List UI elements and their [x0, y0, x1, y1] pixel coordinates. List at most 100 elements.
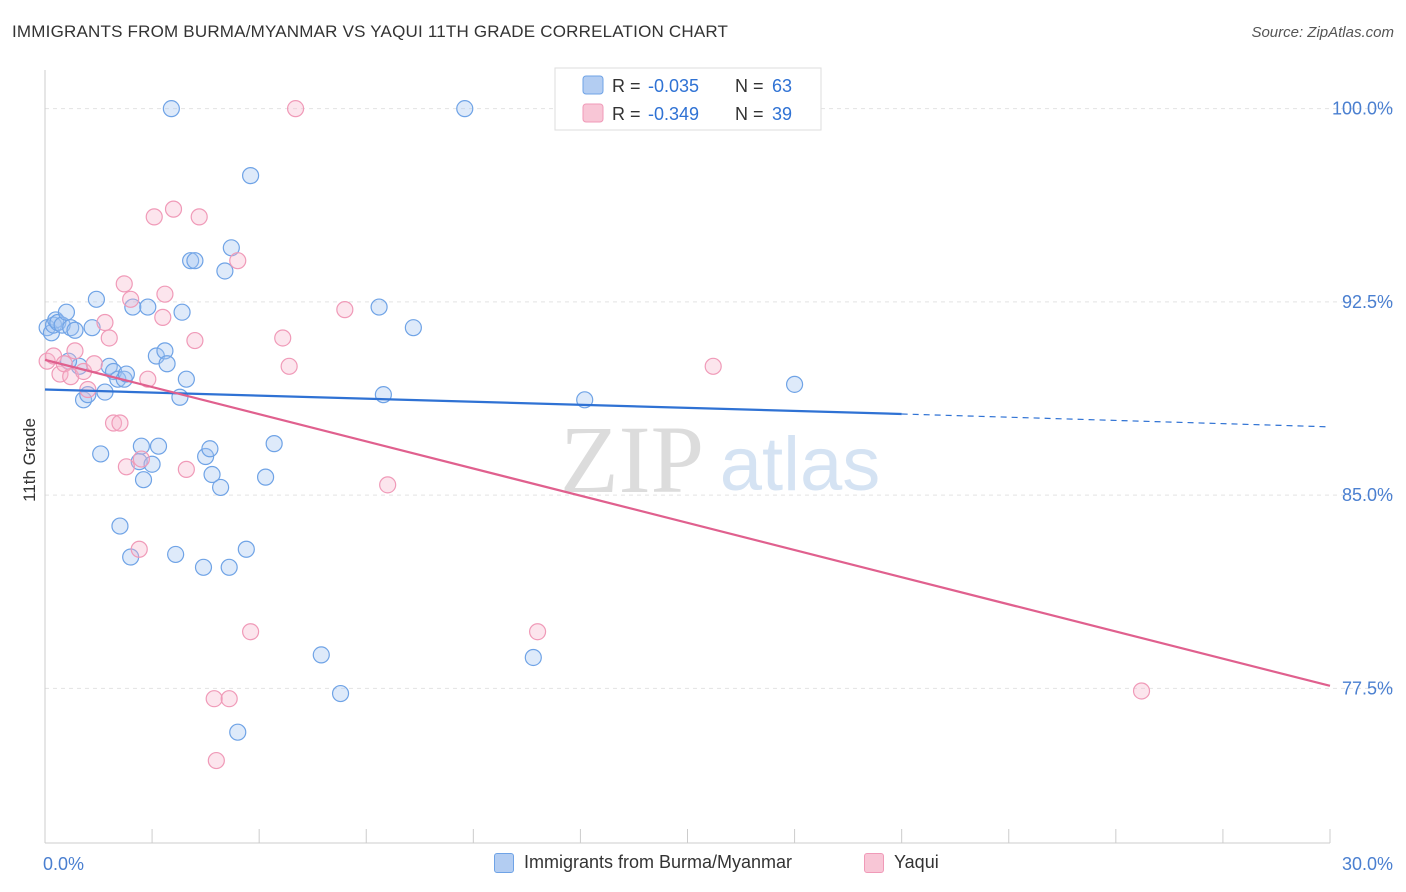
- source-label: Source: ZipAtlas.com: [1251, 24, 1394, 41]
- legend-n-label-burma: N =: [735, 76, 764, 96]
- burma-point: [66, 321, 84, 339]
- yaqui-point: [242, 623, 260, 641]
- burma-point: [404, 319, 422, 337]
- burma-point: [92, 445, 110, 463]
- burma-point: [237, 540, 255, 558]
- legend-swatch-burma: [582, 75, 604, 95]
- legend-swatch: [494, 852, 514, 873]
- burma-point: [331, 684, 350, 703]
- watermark: ZIP atlas: [560, 406, 880, 513]
- x-tick-label: 30.0%: [1342, 854, 1393, 874]
- yaqui-point: [111, 414, 129, 432]
- yaqui-point: [186, 331, 204, 350]
- legend-swatch-yaqui: [582, 103, 604, 123]
- burma-point: [194, 558, 213, 576]
- data-points: [38, 100, 1151, 770]
- burma-point: [132, 437, 150, 455]
- burma-point: [173, 303, 191, 321]
- burma-point: [212, 478, 230, 497]
- burma-point: [265, 435, 283, 453]
- legend-swatch: [864, 852, 884, 873]
- yaqui-point: [1132, 682, 1151, 700]
- watermark-atlas: atlas: [720, 422, 881, 507]
- burma-point: [167, 545, 185, 564]
- yaqui-point: [145, 208, 163, 226]
- yaqui-point: [130, 540, 148, 558]
- burma-point: [201, 440, 219, 458]
- burma-point: [256, 468, 275, 486]
- tick-labels: 77.5% 85.0% 92.5% 100.0% 0.0% 30.0%: [43, 99, 1393, 874]
- trend-lines: [44, 358, 1331, 687]
- burma-trend-extension: [901, 413, 1331, 428]
- yaqui-point: [115, 275, 133, 293]
- burma-point: [117, 365, 135, 383]
- y-tick-label: 100.0%: [1332, 99, 1393, 119]
- yaqui-point: [132, 450, 150, 468]
- y-tick-label: 77.5%: [1342, 678, 1393, 698]
- burma-point: [229, 723, 247, 741]
- yaqui-trend-line: [44, 358, 1331, 687]
- watermark-zip: ZIP: [560, 406, 704, 513]
- yaqui-point: [379, 476, 397, 494]
- yaqui-point: [177, 460, 195, 478]
- yaqui-point: [104, 414, 123, 432]
- burma-point: [182, 252, 200, 270]
- burma-point: [203, 465, 221, 484]
- x-tick-label: 0.0%: [43, 854, 84, 874]
- burma-point: [312, 646, 330, 664]
- yaqui-point: [51, 365, 69, 383]
- yaqui-point: [207, 751, 225, 770]
- burma-point: [162, 100, 180, 118]
- yaqui-point: [274, 329, 292, 347]
- yaqui-point: [154, 308, 172, 326]
- burma-point: [134, 471, 153, 489]
- burma-point: [139, 298, 157, 316]
- yaqui-point: [122, 290, 140, 308]
- legend-r-value-yaqui: -0.349: [648, 104, 699, 124]
- yaqui-point: [229, 252, 247, 270]
- yaqui-point: [164, 200, 183, 218]
- burma-point: [220, 558, 238, 576]
- axes: [44, 70, 1331, 844]
- yaqui-point: [156, 285, 174, 303]
- legend-label-yaqui: Yaqui: [894, 852, 939, 872]
- burma-point: [111, 517, 129, 535]
- legend-label-burma: Immigrants from Burma/Myanmar: [524, 852, 793, 872]
- legend-item-burma: Immigrants from Burma/Myanmar: [494, 852, 792, 873]
- yaqui-point: [286, 100, 305, 118]
- burma-point: [524, 648, 542, 667]
- yaqui-point: [528, 623, 547, 641]
- legend-item-yaqui: Yaqui: [864, 852, 939, 873]
- yaqui-point: [62, 368, 80, 386]
- yaqui-point: [220, 690, 238, 708]
- burma-point: [456, 100, 474, 118]
- chart-title: IMMIGRANTS FROM BURMA/MYANMAR VS YAQUI 1…: [12, 22, 729, 41]
- yaqui-point: [96, 313, 114, 332]
- y-tick-label: 85.0%: [1342, 485, 1393, 505]
- burma-point: [216, 262, 234, 280]
- burma-point: [177, 370, 195, 388]
- yaqui-point: [205, 690, 223, 708]
- burma-point: [158, 355, 176, 373]
- burma-point: [370, 298, 388, 316]
- burma-point: [156, 342, 174, 360]
- bottom-legend: Immigrants from Burma/Myanmar Yaqui: [0, 850, 1406, 880]
- yaqui-point: [139, 370, 157, 388]
- legend-r-label-yaqui: R =: [612, 104, 641, 124]
- grid-lines: [45, 108, 1393, 689]
- yaqui-point: [117, 458, 135, 476]
- yaqui-point: [85, 355, 103, 373]
- yaqui-point: [100, 329, 118, 347]
- legend-n-value-burma: 63: [772, 76, 792, 96]
- burma-point: [242, 167, 260, 185]
- yaqui-point: [280, 357, 298, 375]
- burma-point: [83, 319, 101, 337]
- burma-point: [186, 252, 204, 270]
- yaqui-point: [190, 208, 208, 226]
- legend-r-value-burma: -0.035: [648, 76, 699, 96]
- burma-point: [143, 455, 161, 473]
- yaqui-point: [66, 342, 84, 360]
- y-tick-label: 92.5%: [1342, 292, 1393, 312]
- yaqui-point: [336, 301, 354, 319]
